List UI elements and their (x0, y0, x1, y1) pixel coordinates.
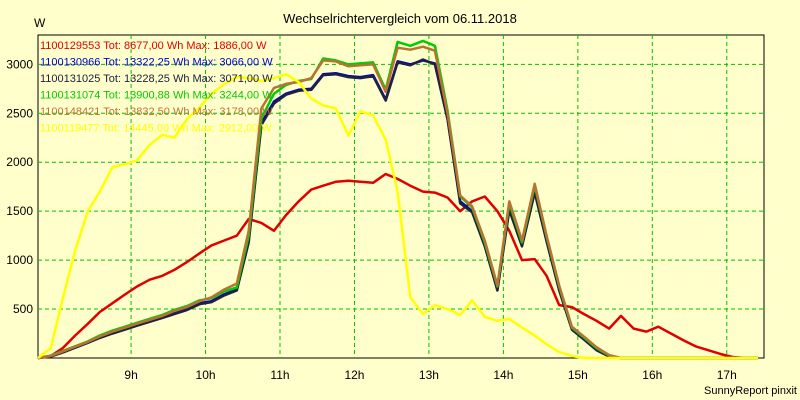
series-line-6 (37, 72, 758, 360)
legend-entry-4: 1100131074 Tot: 13900,88 Wh Max: 3244,00… (40, 90, 273, 102)
x-tick-label: 15h (568, 368, 588, 382)
legend-entry-5: 1100148421 Tot: 13832,50 Wh Max: 3178,00… (40, 106, 273, 118)
x-tick-label: 10h (196, 368, 216, 382)
footer-credit: SunnyReport pinxit (704, 385, 797, 397)
y-tick-label: 500 (13, 302, 33, 316)
y-tick-label: 1000 (6, 253, 33, 267)
legend-entry-2: 1100130966 Tot: 13322,25 Wh Max: 3066,00… (40, 57, 273, 69)
y-axis-unit-label: W (34, 16, 46, 30)
x-tick-label: 14h (493, 368, 513, 382)
legend: 1100129553 Tot: 8677,00 Wh Max: 1886,00 … (40, 40, 273, 135)
plot-frame (37, 34, 765, 359)
chart-title: Wechselrichtervergleich vom 06.11.2018 (283, 11, 517, 26)
x-tick-label: 9h (124, 368, 137, 382)
x-tick-label: 16h (642, 368, 662, 382)
series-line-1 (37, 172, 758, 360)
x-tick-label: 17h (717, 368, 737, 382)
x-tick-label: 13h (419, 368, 439, 382)
legend-entry-1: 1100129553 Tot: 8677,00 Wh Max: 1886,00 … (40, 40, 267, 52)
y-tick-label: 1500 (6, 204, 33, 218)
legend-entry-6: 1100119477 Tot: 14445,00 Wh Max: 2912,00… (40, 123, 272, 135)
x-tick-label: 12h (344, 368, 364, 382)
y-tick-label: 2000 (6, 155, 33, 169)
legend-entry-3: 1100131025 Tot: 13228,25 Wh Max: 3071,00… (40, 73, 273, 85)
y-tick-label: 2500 (6, 106, 33, 120)
y-tick-label: 3000 (6, 57, 33, 71)
plot-area: 9h 10h 11h 12h 13h 14h 15h 16h 17h 500 1000 1500 200… (6, 34, 765, 382)
x-tick-label: 11h (270, 368, 289, 382)
